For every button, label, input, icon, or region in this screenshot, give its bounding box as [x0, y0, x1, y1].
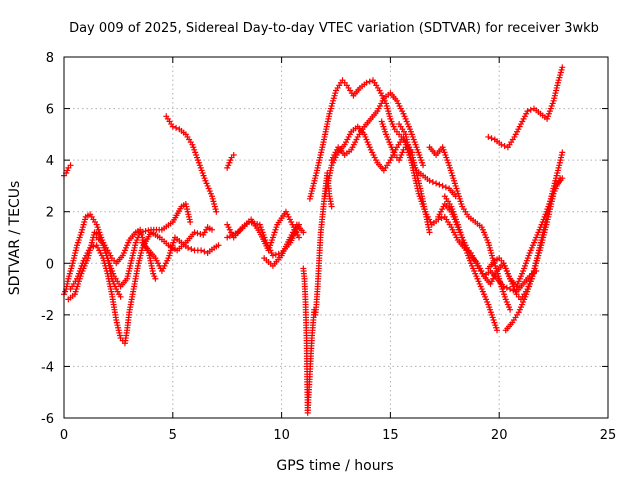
data-point: [527, 106, 534, 113]
data-point: [559, 149, 566, 156]
x-tick-label: 5: [169, 428, 177, 443]
data-point: [232, 230, 239, 237]
data-point: [507, 306, 514, 313]
x-tick-label: 0: [60, 428, 68, 443]
data-point: [366, 78, 373, 85]
chart-title: Day 009 of 2025, Sidereal Day-to-day VTE…: [69, 21, 599, 36]
data-point: [439, 182, 446, 189]
data-point: [269, 252, 276, 259]
data-point: [503, 284, 510, 291]
data-point: [420, 162, 427, 169]
data-point: [429, 179, 436, 186]
data-point: [272, 251, 279, 258]
data-point: [426, 229, 433, 236]
data-point: [498, 141, 505, 148]
data-point: [245, 219, 252, 226]
data-marks: [61, 64, 566, 416]
data-point: [226, 233, 233, 240]
data-point: [208, 226, 215, 233]
data-point: [197, 231, 204, 238]
data-point: [224, 234, 231, 241]
data-point: [300, 229, 307, 236]
x-tick-label: 15: [382, 428, 399, 443]
series-s6: [93, 226, 159, 282]
series-s23: [485, 64, 566, 151]
data-point: [559, 64, 566, 71]
data-point: [229, 231, 236, 238]
axis-ticks: 0 5 10 15 20 25 -6 -4 -2 0 2 4 6 8: [41, 51, 616, 443]
data-point: [142, 228, 149, 235]
y-tick-label: 8: [46, 51, 54, 66]
series-s11: [261, 221, 307, 269]
data-point: [248, 219, 255, 226]
data-point: [524, 108, 531, 115]
series-s4: [67, 224, 215, 347]
data-point: [213, 208, 220, 215]
x-tick-label: 25: [600, 428, 617, 443]
series-s13: [306, 77, 416, 202]
x-tick-label: 10: [273, 428, 290, 443]
y-axis-label: SDTVAR / TECUs: [7, 181, 23, 296]
data-point: [488, 135, 495, 142]
data-point: [251, 220, 258, 227]
data-point: [328, 203, 335, 210]
series-s18: [426, 144, 514, 313]
data-point: [185, 244, 192, 251]
data-point: [198, 247, 205, 254]
data-point: [215, 242, 222, 249]
series-s22: [502, 149, 566, 334]
series-s8: [224, 151, 237, 171]
data-point: [230, 151, 237, 158]
data-point: [152, 275, 159, 282]
series-s15: [328, 90, 427, 169]
data-point: [438, 215, 445, 222]
series-s1: [61, 162, 74, 179]
data-point: [363, 79, 370, 86]
plot-frame: [63, 56, 609, 419]
data-point: [187, 219, 194, 226]
data-point: [433, 180, 440, 187]
data-point: [194, 230, 201, 237]
data-point: [296, 234, 303, 241]
y-tick-label: 2: [46, 206, 54, 221]
y-tick-label: 6: [46, 103, 54, 118]
data-point: [191, 229, 198, 236]
data-point: [426, 177, 433, 184]
data-point: [117, 293, 124, 300]
y-tick-label: -2: [41, 309, 54, 324]
x-axis-label: GPS time / hours: [276, 458, 393, 474]
data-point: [254, 220, 261, 227]
data-point: [436, 181, 443, 188]
series-s7: [163, 113, 220, 215]
data-point: [442, 184, 449, 191]
x-tick-label: 20: [491, 428, 508, 443]
data-point: [201, 248, 208, 255]
y-tick-label: 4: [46, 154, 54, 169]
data-point: [501, 142, 508, 149]
data-point: [173, 124, 180, 131]
series-s12: [300, 170, 335, 416]
data-point: [90, 243, 97, 250]
data-point: [67, 162, 74, 169]
data-point: [169, 123, 176, 130]
y-tick-label: -6: [41, 412, 54, 427]
data-point: [494, 327, 501, 334]
data-point: [87, 244, 94, 251]
y-tick-label: -4: [41, 360, 54, 375]
data-point: [485, 133, 492, 140]
data-point: [188, 246, 195, 253]
y-tick-label: 0: [46, 257, 54, 272]
